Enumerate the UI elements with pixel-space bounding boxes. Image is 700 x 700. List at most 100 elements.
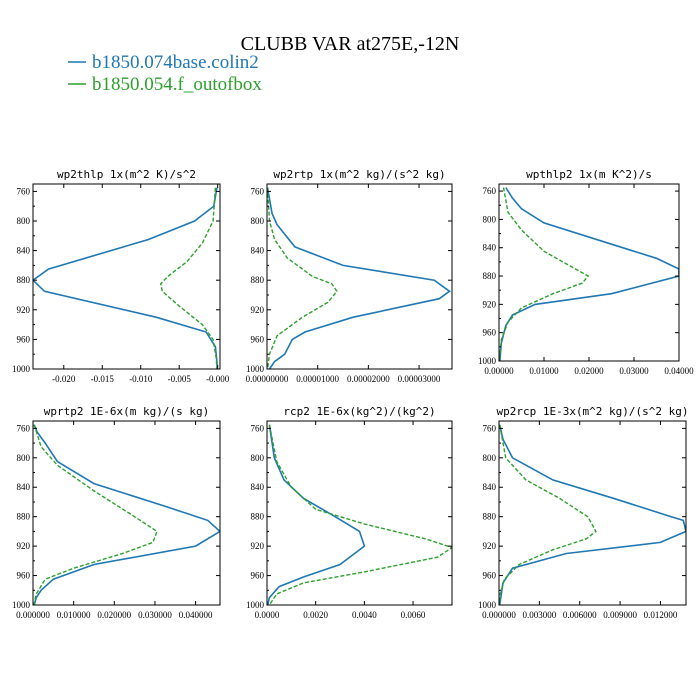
y-tick-label: 840: [483, 482, 497, 492]
y-tick-label: 760: [17, 186, 31, 196]
y-tick-label: 840: [483, 243, 497, 253]
x-tick-label: 0.04000: [664, 366, 694, 376]
panel-title: wp2rtp 1x(m^2 kg)/(s^2 kg): [273, 168, 445, 181]
y-tick-label: 760: [17, 423, 31, 433]
panel-title: rcp2 1E-6x(kg^2)/(kg^2): [283, 405, 435, 418]
x-tick-label: -0.000: [206, 374, 230, 384]
x-tick-label: 0.00001000: [296, 374, 339, 384]
x-tick-label: 0.00002000: [347, 374, 390, 384]
x-tick-label: 0.040000: [179, 610, 213, 620]
x-tick-label: 0.00000: [484, 366, 514, 376]
figure-title: CLUBB VAR at275E,-12N: [241, 33, 460, 55]
y-tick-label: 880: [483, 271, 497, 281]
x-tick-label: 0.02000: [574, 366, 604, 376]
panel-3: wpthlp2 1x(m K^2)/s 760 800 840 880 920 960 100…: [478, 168, 694, 376]
x-tick-label: 0.000000: [16, 610, 50, 620]
y-tick-label: 840: [251, 246, 265, 256]
series-line-2: [159, 187, 218, 369]
y-tick-label: 760: [483, 186, 497, 196]
panel-4: wprtp2 1E-6x(m kg)/(s kg) 760 800 840 880 920…: [12, 405, 221, 620]
legend-label-1: b1850.054.f_outofbox: [92, 74, 262, 95]
y-tick-label: 960: [483, 571, 497, 581]
series-line-2: [268, 424, 452, 605]
x-tick-label: -0.005: [168, 374, 192, 384]
plot-frame: [32, 420, 221, 606]
y-tick-label: 880: [17, 512, 31, 522]
y-tick-label: 920: [483, 299, 497, 309]
y-tick-label: 840: [17, 482, 31, 492]
x-tick-label: 0.00003000: [398, 374, 441, 384]
x-tick-label: 0.0020: [303, 610, 328, 620]
x-tick-label: 0.012000: [644, 610, 678, 620]
y-tick-label: 840: [17, 246, 31, 256]
x-tick-label: 0.003000: [522, 610, 556, 620]
x-tick-label: 0.030000: [138, 610, 172, 620]
y-tick-label: 960: [251, 334, 265, 344]
y-tick-label: 760: [251, 423, 265, 433]
y-tick-label: 920: [251, 541, 265, 551]
y-tick-label: 960: [483, 328, 497, 338]
x-tick-label: 0.000000: [482, 610, 516, 620]
panel-title: wprtp2 1E-6x(m kg)/(s kg): [44, 405, 210, 418]
panel-title: wp2rcp 1E-3x(m^2 kg)/(s^2 kg): [496, 405, 688, 418]
panel-2: wp2rtp 1x(m^2 kg)/(s^2 kg) 760 800 840 880 92…: [246, 168, 453, 384]
series-line-2: [33, 424, 158, 605]
series-line-1: [499, 187, 679, 361]
y-tick-label: 800: [251, 216, 265, 226]
x-tick-label: 0.0000: [255, 610, 280, 620]
x-tick-label: 0.020000: [97, 610, 131, 620]
plot-frame: [498, 183, 680, 362]
y-tick-label: 960: [17, 571, 31, 581]
x-tick-label: -0.010: [129, 374, 153, 384]
x-tick-label: 0.01000: [529, 366, 559, 376]
y-tick-label: 1000: [478, 356, 497, 366]
y-tick-label: 920: [17, 305, 31, 315]
series-line-1: [33, 424, 220, 605]
y-tick-label: 960: [251, 571, 265, 581]
y-tick-label: 840: [251, 482, 265, 492]
y-tick-label: 1000: [246, 600, 265, 610]
x-tick-label: 0.0040: [352, 610, 377, 620]
y-tick-label: 800: [251, 453, 265, 463]
panel-5: rcp2 1E-6x(kg^2)/(kg^2) 760 800 840 880 920 96…: [246, 405, 453, 620]
panel-title: wpthlp2 1x(m K^2)/s: [526, 168, 652, 181]
legend-label-0: b1850.074base.colin2: [92, 52, 259, 73]
series-line-1: [267, 424, 366, 605]
plot-frame: [266, 183, 453, 370]
y-tick-label: 920: [17, 541, 31, 551]
y-tick-label: 920: [251, 305, 265, 315]
plot-frame: [498, 420, 687, 606]
x-tick-label: 0.010000: [57, 610, 91, 620]
y-tick-label: 880: [251, 512, 265, 522]
y-tick-label: 800: [483, 453, 497, 463]
y-tick-label: 880: [483, 512, 497, 522]
y-tick-label: 960: [17, 334, 31, 344]
x-tick-label: -0.020: [52, 374, 76, 384]
series-line-2: [499, 187, 590, 361]
x-tick-label: 0.03000: [619, 366, 649, 376]
y-tick-label: 880: [251, 275, 265, 285]
y-tick-label: 920: [483, 541, 497, 551]
y-tick-label: 760: [483, 423, 497, 433]
plot-frame: [32, 183, 221, 370]
plot-frame: [266, 420, 453, 606]
y-tick-label: 800: [17, 453, 31, 463]
series-line-1: [33, 187, 219, 369]
y-tick-label: 1000: [12, 364, 31, 374]
x-tick-label: 0.006000: [563, 610, 597, 620]
x-tick-label: -0.015: [91, 374, 115, 384]
y-tick-label: 1000: [246, 364, 265, 374]
x-tick-label: 0.0060: [401, 610, 426, 620]
panel-6: wp2rcp 1E-3x(m^2 kg)/(s^2 kg) 760 800 840 88…: [478, 405, 689, 620]
y-tick-label: 800: [483, 214, 497, 224]
panels: wp2thlp 1x(m^2 K)/s^2 760 800 840 880 920 960 1…: [12, 168, 694, 620]
y-tick-label: 880: [17, 275, 31, 285]
y-tick-label: 1000: [478, 600, 497, 610]
x-tick-label: 0.009000: [603, 610, 637, 620]
x-tick-label: 0.00000000: [246, 374, 289, 384]
y-tick-label: 800: [17, 216, 31, 226]
series-line-1: [499, 424, 686, 605]
series-line-1: [267, 187, 451, 369]
legend: b1850.074base.colin2 b1850.054.f_outofbo…: [68, 52, 262, 95]
